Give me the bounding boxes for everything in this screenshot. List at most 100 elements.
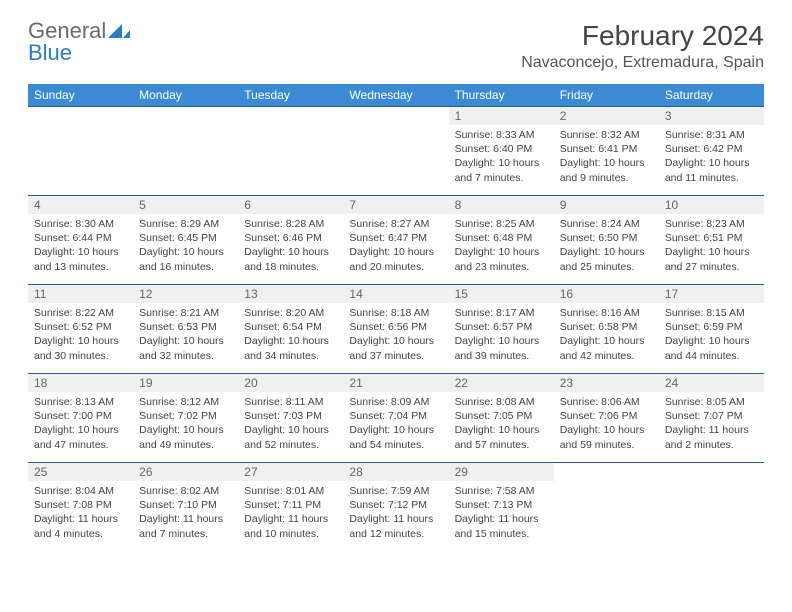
sunset-text: Sunset: 7:04 PM (349, 409, 442, 423)
day-number: 20 (238, 374, 343, 392)
sunrise-text: Sunrise: 8:30 AM (34, 217, 127, 231)
daylight-text: Daylight: 10 hours (665, 334, 758, 348)
daylight-text: Daylight: 10 hours (560, 156, 653, 170)
sunrise-text: Sunrise: 8:04 AM (34, 484, 127, 498)
daylight-text: and 23 minutes. (455, 260, 548, 274)
day-cell: 21Sunrise: 8:09 AMSunset: 7:04 PMDayligh… (343, 374, 448, 463)
logo-text-blue: Blue (28, 40, 72, 65)
day-body: Sunrise: 8:33 AMSunset: 6:40 PMDaylight:… (449, 125, 554, 189)
daylight-text: and 49 minutes. (139, 438, 232, 452)
day-number: 4 (28, 196, 133, 214)
day-header: Monday (133, 84, 238, 107)
day-number: 14 (343, 285, 448, 303)
daylight-text: and 32 minutes. (139, 349, 232, 363)
daylight-text: Daylight: 10 hours (560, 245, 653, 259)
daylight-text: Daylight: 10 hours (455, 156, 548, 170)
day-number: 18 (28, 374, 133, 392)
sunrise-text: Sunrise: 8:15 AM (665, 306, 758, 320)
day-cell: 5Sunrise: 8:29 AMSunset: 6:45 PMDaylight… (133, 196, 238, 285)
daylight-text: and 39 minutes. (455, 349, 548, 363)
sunset-text: Sunset: 7:00 PM (34, 409, 127, 423)
day-body: Sunrise: 8:30 AMSunset: 6:44 PMDaylight:… (28, 214, 133, 278)
daylight-text: and 11 minutes. (665, 171, 758, 185)
day-body: Sunrise: 7:58 AMSunset: 7:13 PMDaylight:… (449, 481, 554, 545)
sunrise-text: Sunrise: 8:06 AM (560, 395, 653, 409)
day-number: 12 (133, 285, 238, 303)
sunrise-text: Sunrise: 8:16 AM (560, 306, 653, 320)
sunset-text: Sunset: 7:03 PM (244, 409, 337, 423)
daylight-text: and 20 minutes. (349, 260, 442, 274)
day-cell: 28Sunrise: 7:59 AMSunset: 7:12 PMDayligh… (343, 463, 448, 552)
week-row: 25Sunrise: 8:04 AMSunset: 7:08 PMDayligh… (28, 463, 764, 552)
day-cell: 10Sunrise: 8:23 AMSunset: 6:51 PMDayligh… (659, 196, 764, 285)
day-number: 5 (133, 196, 238, 214)
day-header: Saturday (659, 84, 764, 107)
day-number: 11 (28, 285, 133, 303)
sunset-text: Sunset: 6:45 PM (139, 231, 232, 245)
calendar-table: Sunday Monday Tuesday Wednesday Thursday… (28, 84, 764, 552)
day-body: Sunrise: 8:13 AMSunset: 7:00 PMDaylight:… (28, 392, 133, 456)
daylight-text: and 44 minutes. (665, 349, 758, 363)
month-title: February 2024 (521, 20, 764, 52)
sunset-text: Sunset: 7:08 PM (34, 498, 127, 512)
daylight-text: Daylight: 10 hours (349, 245, 442, 259)
day-body: Sunrise: 8:21 AMSunset: 6:53 PMDaylight:… (133, 303, 238, 367)
day-body: Sunrise: 8:11 AMSunset: 7:03 PMDaylight:… (238, 392, 343, 456)
sunset-text: Sunset: 6:44 PM (34, 231, 127, 245)
sunset-text: Sunset: 6:54 PM (244, 320, 337, 334)
sunset-text: Sunset: 6:53 PM (139, 320, 232, 334)
sunrise-text: Sunrise: 8:12 AM (139, 395, 232, 409)
sunset-text: Sunset: 6:52 PM (34, 320, 127, 334)
daylight-text: and 25 minutes. (560, 260, 653, 274)
day-cell: 13Sunrise: 8:20 AMSunset: 6:54 PMDayligh… (238, 285, 343, 374)
sunset-text: Sunset: 7:06 PM (560, 409, 653, 423)
sunrise-text: Sunrise: 8:05 AM (665, 395, 758, 409)
daylight-text: and 18 minutes. (244, 260, 337, 274)
sunrise-text: Sunrise: 7:58 AM (455, 484, 548, 498)
sunrise-text: Sunrise: 8:23 AM (665, 217, 758, 231)
sunset-text: Sunset: 7:13 PM (455, 498, 548, 512)
sunset-text: Sunset: 6:46 PM (244, 231, 337, 245)
daylight-text: and 57 minutes. (455, 438, 548, 452)
day-cell: 29Sunrise: 7:58 AMSunset: 7:13 PMDayligh… (449, 463, 554, 552)
sunrise-text: Sunrise: 8:27 AM (349, 217, 442, 231)
day-number: 28 (343, 463, 448, 481)
day-number: 25 (28, 463, 133, 481)
day-body: Sunrise: 8:02 AMSunset: 7:10 PMDaylight:… (133, 481, 238, 545)
sunset-text: Sunset: 7:11 PM (244, 498, 337, 512)
sunrise-text: Sunrise: 8:02 AM (139, 484, 232, 498)
day-cell: 27Sunrise: 8:01 AMSunset: 7:11 PMDayligh… (238, 463, 343, 552)
sunset-text: Sunset: 6:57 PM (455, 320, 548, 334)
logo: General Blue (28, 20, 130, 64)
sunrise-text: Sunrise: 8:28 AM (244, 217, 337, 231)
day-cell: 3Sunrise: 8:31 AMSunset: 6:42 PMDaylight… (659, 107, 764, 196)
day-cell: 26Sunrise: 8:02 AMSunset: 7:10 PMDayligh… (133, 463, 238, 552)
sunrise-text: Sunrise: 7:59 AM (349, 484, 442, 498)
day-body: Sunrise: 8:08 AMSunset: 7:05 PMDaylight:… (449, 392, 554, 456)
day-body: Sunrise: 8:22 AMSunset: 6:52 PMDaylight:… (28, 303, 133, 367)
day-body: Sunrise: 8:32 AMSunset: 6:41 PMDaylight:… (554, 125, 659, 189)
day-number: 26 (133, 463, 238, 481)
day-cell: 19Sunrise: 8:12 AMSunset: 7:02 PMDayligh… (133, 374, 238, 463)
day-body: Sunrise: 8:01 AMSunset: 7:11 PMDaylight:… (238, 481, 343, 545)
sunrise-text: Sunrise: 8:18 AM (349, 306, 442, 320)
day-number: 27 (238, 463, 343, 481)
sunrise-text: Sunrise: 8:22 AM (34, 306, 127, 320)
sunrise-text: Sunrise: 8:08 AM (455, 395, 548, 409)
sunset-text: Sunset: 6:56 PM (349, 320, 442, 334)
day-cell: 14Sunrise: 8:18 AMSunset: 6:56 PMDayligh… (343, 285, 448, 374)
day-number: 2 (554, 107, 659, 125)
sunset-text: Sunset: 6:51 PM (665, 231, 758, 245)
daylight-text: Daylight: 10 hours (455, 334, 548, 348)
day-number: 21 (343, 374, 448, 392)
day-number: 7 (343, 196, 448, 214)
day-number: 8 (449, 196, 554, 214)
logo-sail-icon (108, 20, 130, 42)
day-cell (133, 107, 238, 196)
daylight-text: and 13 minutes. (34, 260, 127, 274)
daylight-text: Daylight: 10 hours (560, 423, 653, 437)
day-number-band (238, 107, 343, 125)
day-header: Wednesday (343, 84, 448, 107)
sunrise-text: Sunrise: 8:24 AM (560, 217, 653, 231)
day-body: Sunrise: 8:31 AMSunset: 6:42 PMDaylight:… (659, 125, 764, 189)
